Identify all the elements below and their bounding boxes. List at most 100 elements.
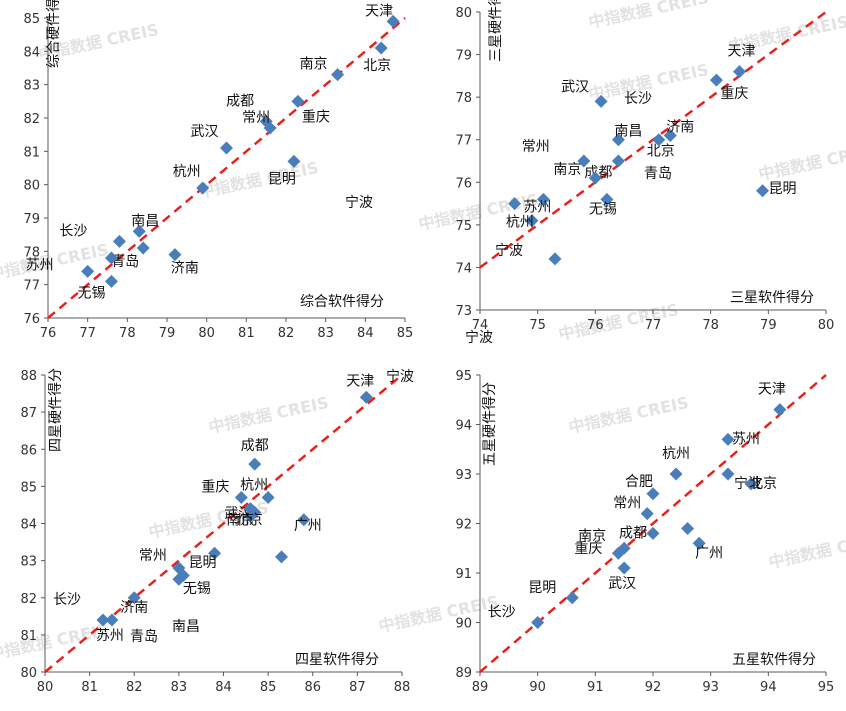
data-point-marker [692,536,706,550]
data-point-marker [96,613,110,627]
x-tick-label: 92 [645,680,662,695]
y-tick-label: 80 [23,179,40,194]
data-point-marker [773,403,787,417]
scatter-chart-1: 76 77 78 79 80 81 82 83 84 85 76 77 78 79 80 81 82 83 84 85… [23,0,413,341]
data-point-marker [291,94,305,108]
x-tick-label: 82 [278,326,295,341]
y-tick-label: 78 [23,245,40,260]
y-tick-label: 83 [20,555,37,570]
watermark-text: 中指数据 CREIS [557,300,680,344]
data-point-label: 无锡 [77,285,105,301]
scatter-chart-4: 89 90 91 92 93 94 9589909192939495五星软件得分五星硬件得分… [455,369,834,695]
data-point-marker [646,526,660,540]
data-point-label: 成都 [226,93,254,109]
data-point-label: 天津 [346,373,374,389]
data-point-label: 武汉 [561,79,589,95]
y-axis-title: 五星硬件得分 [481,382,498,466]
data-point-label: 常州 [242,110,270,126]
y-tick-label: 73 [455,304,472,319]
x-tick-label: 85 [397,326,414,341]
data-point-marker [275,550,289,564]
data-point-marker [196,181,210,195]
data-point-label: 北京 [647,144,675,160]
x-tick-label: 85 [260,680,277,695]
data-point-marker [733,65,746,79]
y-tick-label: 80 [455,6,472,21]
x-tick-label: 95 [818,680,835,695]
x-tick-label: 81 [81,680,98,695]
data-point-label: 苏州 [96,628,124,644]
data-point-label: 宁波 [345,194,373,211]
data-point-label: 杭州 [173,164,201,180]
data-point-label: 北京 [749,476,777,492]
data-point-marker [386,14,400,28]
y-tick-label: 80 [20,666,37,681]
x-tick-label: 80 [818,318,835,333]
data-point-label: 长沙 [624,91,652,107]
data-point-label: 重庆 [720,86,748,102]
x-tick-label: 86 [304,680,321,695]
watermark-text: 中指数据 CREIS [207,393,330,437]
data-point-label: 常州 [613,496,641,512]
data-point-marker [565,591,579,605]
data-point-marker [756,184,770,198]
y-tick-label: 89 [455,666,472,681]
x-tick-label: 88 [394,680,411,695]
y-tick-label: 79 [23,212,40,227]
data-point-label: 青岛 [644,166,672,182]
data-point-label: 宁波 [386,368,414,385]
y-tick-label: 79 [455,49,472,64]
x-axis-title: 四星软件得分 [295,651,379,668]
data-point-label: 杭州 [662,446,690,462]
data-point-label: 青岛 [111,254,139,270]
data-point-marker [600,192,614,206]
data-point-label: 长沙 [488,605,516,621]
data-point-marker [588,171,602,185]
data-point-label: 长沙 [59,223,87,239]
y-tick-label: 86 [20,443,37,458]
data-point-marker [261,491,275,505]
y-tick-label: 81 [20,629,37,644]
x-tick-label: 78 [702,318,719,333]
data-point-marker [577,154,591,168]
x-tick-label: 93 [702,680,719,695]
y-tick-label: 75 [455,219,472,234]
watermark-text: 中指数据 CREIS [587,0,710,32]
x-tick-label: 80 [37,680,54,695]
data-point-label: 天津 [758,382,786,398]
x-tick-label: 83 [317,326,334,341]
data-point-marker [709,73,723,87]
watermark-text: 中指数据 CREIS [0,620,110,664]
data-point-marker [248,457,262,471]
y-axis-title: 四星硬件得分 [47,368,64,452]
data-point-label: 苏州 [523,199,551,215]
data-point-marker [287,154,301,168]
data-point-marker [127,591,141,605]
y-tick-label: 93 [455,468,472,483]
x-tick-label: 91 [587,680,604,695]
data-point-marker [611,133,625,147]
diagonal-reference-line [47,17,406,319]
y-tick-label: 83 [23,79,40,94]
x-tick-label: 90 [529,680,546,695]
data-point-marker [168,248,182,262]
data-point-marker [594,94,608,108]
data-point-marker [104,251,118,265]
y-tick-label: 85 [20,480,37,495]
data-point-label: 南昌 [172,619,200,635]
data-point-label: 青岛 [130,629,158,645]
data-point-label: 天津 [365,3,393,19]
y-tick-label: 78 [455,91,472,106]
watermark-text: 中指数据 CREIS [567,393,690,437]
data-point-marker [508,197,522,211]
data-point-marker [234,491,248,505]
data-point-marker [81,264,95,278]
x-axis-title: 五星软件得分 [732,651,816,668]
data-point-marker [531,616,545,629]
data-point-marker [646,487,660,501]
data-point-label: 南京 [226,513,254,529]
y-tick-label: 77 [23,279,40,294]
data-point-marker [263,121,277,135]
data-point-label: 昆明 [189,555,217,571]
data-point-marker [105,613,119,627]
